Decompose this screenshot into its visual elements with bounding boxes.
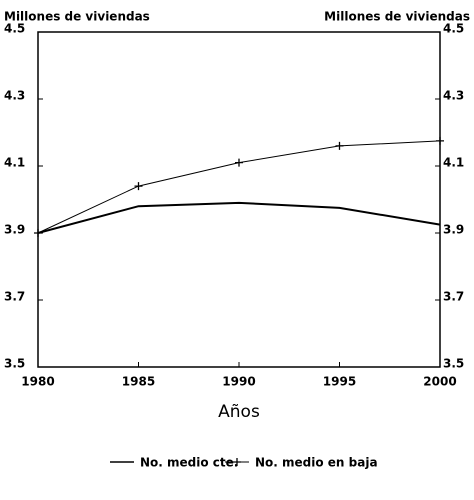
y-tick-label: 4.1	[4, 156, 25, 170]
y2-tick-label: 3.7	[443, 290, 464, 304]
y-tick-label: 3.7	[4, 290, 25, 304]
x-axis-label: Años	[218, 402, 260, 422]
y2-axis-label: Millones de viviendas	[324, 10, 470, 24]
y-tick-label: 4.3	[4, 89, 25, 103]
x-tick-label: 1990	[222, 375, 255, 389]
y2-tick-label: 4.5	[443, 22, 464, 36]
y2-tick-label: 4.3	[443, 89, 464, 103]
legend-label: No. medio en baja	[255, 456, 378, 470]
y2-tick-label: 4.1	[443, 156, 464, 170]
marker	[34, 229, 42, 237]
plot-frame	[37, 31, 441, 368]
marker	[436, 136, 444, 145]
marker	[335, 141, 344, 150]
x-tick-label: 1985	[122, 375, 155, 389]
y-tick-label: 3.9	[4, 223, 25, 237]
series-line	[37, 201, 441, 234]
legend-label: No. medio cte.	[140, 456, 238, 470]
x-tick-label: 1995	[323, 375, 356, 389]
marker	[233, 458, 241, 466]
series-line	[37, 140, 441, 234]
x-tick-label: 1980	[21, 375, 54, 389]
y2-tick-label: 3.5	[443, 357, 464, 371]
y2-tick-label: 3.9	[443, 223, 464, 237]
marker	[134, 182, 143, 191]
y-axis-label: Millones de viviendas	[4, 10, 150, 24]
marker	[235, 158, 243, 167]
x-tick-label: 2000	[423, 375, 456, 389]
y-tick-label: 4.5	[4, 22, 25, 36]
y-tick-label: 3.5	[4, 357, 25, 371]
